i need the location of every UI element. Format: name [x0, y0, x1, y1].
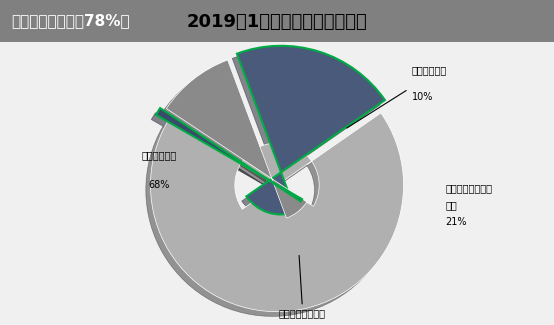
Text: 用车: 用车: [445, 201, 458, 211]
Wedge shape: [156, 108, 302, 202]
Text: 插电式混合动力商: 插电式混合动力商: [279, 308, 326, 318]
Text: 纯电动车销量占比78%。: 纯电动车销量占比78%。: [11, 14, 130, 29]
Text: 纯电动乘用车: 纯电动乘用车: [141, 150, 177, 160]
Wedge shape: [166, 60, 307, 218]
Wedge shape: [237, 46, 385, 214]
Wedge shape: [151, 113, 403, 312]
Text: 10%: 10%: [412, 92, 433, 102]
Text: 插电式混合动力乘: 插电式混合动力乘: [445, 184, 493, 194]
Text: 纯电动商用车: 纯电动商用车: [412, 66, 447, 75]
Title: 2019年1月新能源汽车销量构成: 2019年1月新能源汽车销量构成: [187, 13, 367, 32]
Text: 68%: 68%: [148, 180, 170, 190]
Text: 21%: 21%: [445, 217, 467, 227]
